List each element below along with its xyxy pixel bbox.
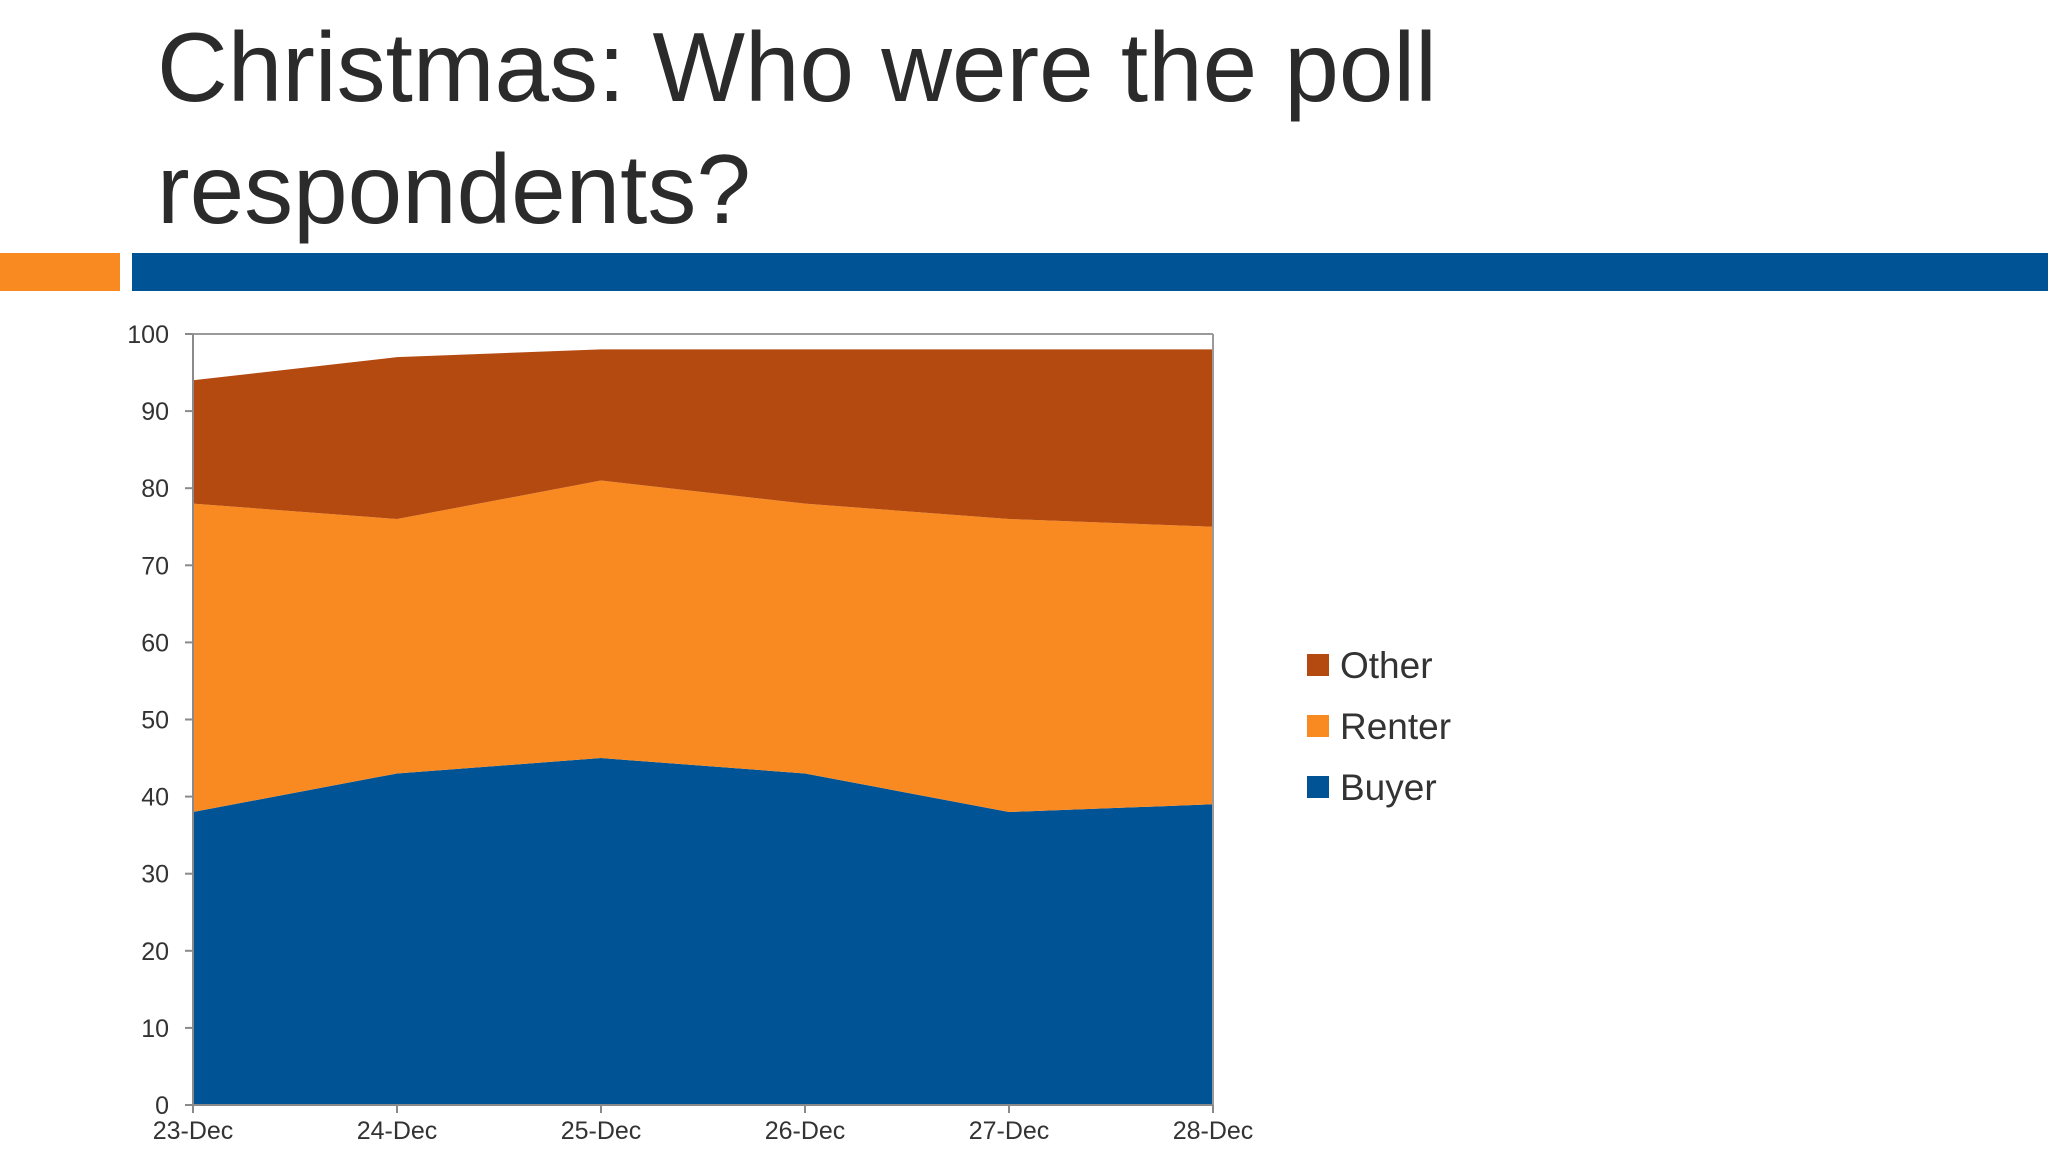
accent-bar-orange bbox=[0, 253, 120, 291]
chart-areas bbox=[193, 349, 1213, 1105]
area-series-renter bbox=[193, 480, 1213, 813]
x-tick-label: 26-Dec bbox=[765, 1117, 846, 1145]
x-tick-label: 24-Dec bbox=[357, 1117, 438, 1145]
y-tick-label: 60 bbox=[141, 629, 169, 657]
chart-legend: Other Renter Buyer bbox=[1307, 645, 1451, 808]
x-tick-label: 23-Dec bbox=[153, 1117, 234, 1145]
accent-bar-blue bbox=[132, 253, 2048, 291]
y-tick-label: 100 bbox=[127, 321, 169, 349]
y-tick-label: 90 bbox=[141, 398, 169, 426]
y-tick-label: 40 bbox=[141, 784, 169, 812]
area-series-other bbox=[193, 349, 1213, 527]
y-tick-label: 50 bbox=[141, 707, 169, 735]
y-tick-label: 30 bbox=[141, 861, 169, 889]
legend-label-buyer: Buyer bbox=[1340, 767, 1437, 808]
legend-swatch-buyer bbox=[1307, 776, 1329, 798]
y-tick-label: 0 bbox=[155, 1092, 169, 1120]
legend-swatch-renter bbox=[1307, 715, 1329, 737]
slide-title-line-2: respondents? bbox=[157, 134, 751, 244]
y-tick-label: 80 bbox=[141, 475, 169, 503]
x-tick-label: 25-Dec bbox=[561, 1117, 642, 1145]
x-tick-label: 27-Dec bbox=[969, 1117, 1050, 1145]
slide-title-line-1: Christmas: Who were the poll bbox=[157, 12, 1437, 122]
legend-swatch-other bbox=[1307, 654, 1329, 676]
legend-label-renter: Renter bbox=[1340, 706, 1451, 747]
y-tick-label: 20 bbox=[141, 938, 169, 966]
slide-title: Christmas: Who were the poll respondents… bbox=[157, 6, 1857, 250]
x-tick-label: 28-Dec bbox=[1173, 1117, 1254, 1145]
area-series-buyer bbox=[193, 758, 1213, 1105]
chart-axes: 0 10 20 30 40 50 60 70 80 90 100 23-Dec 24-Dec 25-Dec… bbox=[127, 321, 1253, 1145]
y-tick-label: 10 bbox=[141, 1015, 169, 1043]
y-tick-label: 70 bbox=[141, 552, 169, 580]
legend-label-other: Other bbox=[1340, 645, 1433, 686]
